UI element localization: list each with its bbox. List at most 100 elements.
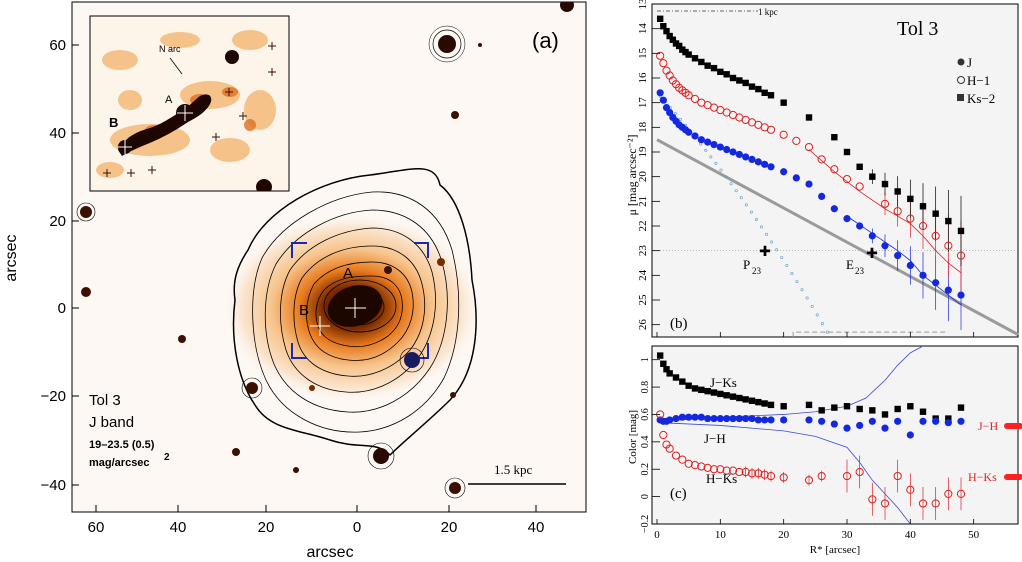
hks-point — [716, 465, 725, 474]
ks-point — [919, 203, 927, 210]
panel-b-ytick-label: 19 — [637, 146, 649, 158]
hks-point — [728, 466, 738, 475]
ks-point — [691, 55, 699, 62]
jks-point — [723, 392, 730, 399]
hks-point — [906, 485, 915, 494]
panel-b-scale-note: 1 kpc — [758, 7, 778, 17]
jh-point — [723, 414, 731, 423]
ks-point — [805, 114, 813, 121]
h-point — [779, 130, 788, 139]
svg-text:0: 0 — [353, 519, 361, 536]
hks-point — [747, 469, 757, 478]
info-range: 19–23.5 (0.5) — [89, 439, 155, 451]
psf-point — [770, 240, 774, 244]
panel-c-ytick-label: 0 — [640, 494, 651, 499]
jks-point — [957, 404, 965, 411]
h-point — [918, 221, 928, 231]
legend-ks: Ks−2 — [967, 91, 995, 106]
inset-a-label: A — [165, 94, 173, 106]
ks-point — [843, 148, 851, 156]
panel-c-ytick-label: 0.8 — [640, 381, 651, 394]
hks-point — [918, 499, 928, 508]
svg-text:40: 40 — [170, 519, 187, 536]
jh-point — [748, 414, 756, 423]
j-point — [780, 168, 788, 176]
ks-point — [907, 195, 914, 203]
jks-point — [717, 390, 724, 398]
info-unit: mag/arcsec — [89, 457, 150, 469]
h-point — [792, 136, 801, 145]
panel-b-ytick-label: 26 — [637, 319, 649, 331]
panel-a-xlabel: arcsec — [306, 544, 353, 561]
jh-point — [856, 421, 864, 430]
jh-point — [780, 416, 788, 424]
hks-point — [671, 451, 681, 460]
jks-point — [894, 405, 901, 413]
j-point — [656, 89, 664, 97]
hks-point — [893, 471, 902, 481]
ks-point — [767, 92, 775, 99]
jks-point — [780, 403, 787, 410]
panel-c: J−Ks J−H H−Ks J−H H−Ks (c) Color [mag] R… — [627, 345, 1022, 556]
panel-b-ytick-label: 21 — [637, 196, 649, 207]
j-point — [932, 279, 940, 287]
hks-point — [817, 471, 826, 481]
svg-text:20: 20 — [258, 519, 275, 536]
ks-point — [736, 77, 743, 84]
panel-b-ytick-label: 16 — [637, 72, 649, 84]
panel-c-xtick-label: 10 — [715, 529, 727, 541]
ks-point — [755, 85, 762, 93]
panel-b-plot — [652, 3, 1019, 337]
h-point — [817, 155, 826, 164]
jh-point — [666, 416, 674, 424]
panel-c-label: (c) — [670, 486, 687, 502]
hks-point — [842, 471, 852, 481]
psf-point — [805, 296, 809, 300]
legend-h: H−1 — [967, 73, 990, 88]
jh-point — [767, 416, 775, 424]
panel-c-ytick-label: 1 — [640, 357, 651, 362]
jks-point — [704, 387, 711, 395]
jks-point — [755, 398, 762, 406]
legend-j: J — [967, 55, 972, 70]
jh-point — [704, 414, 712, 423]
h-point — [690, 94, 700, 104]
inset-b-label: B — [109, 115, 118, 130]
h-point — [684, 91, 693, 100]
jh-point — [754, 416, 762, 424]
svg-text:0: 0 — [58, 300, 66, 317]
psf-point — [785, 263, 789, 267]
ks-point — [669, 36, 677, 43]
jh-point — [742, 414, 750, 423]
jks-point — [856, 405, 863, 413]
panel-b-ytick-label: 14 — [637, 23, 649, 34]
jh-point — [710, 414, 718, 423]
jks-point — [672, 374, 680, 381]
j-model-curve — [846, 215, 962, 306]
psf-point — [765, 232, 769, 236]
panel-c-xtick-label: 40 — [905, 529, 917, 541]
ks-point — [656, 15, 664, 22]
jks-point — [691, 385, 699, 392]
jks-point — [656, 352, 664, 359]
j-point — [881, 242, 889, 250]
psf-point — [790, 271, 794, 275]
panel-c-ytick-label: −0.2 — [640, 515, 651, 533]
jh-point — [932, 417, 940, 425]
color-model-lower — [660, 422, 911, 525]
svg-text:40: 40 — [49, 125, 66, 142]
psf-point — [775, 248, 779, 252]
j-point — [735, 150, 743, 159]
side-label-jh: J−H — [978, 419, 998, 433]
panel-b-ytick-label: 23 — [637, 245, 649, 257]
hks-point — [931, 499, 940, 508]
jh-point — [818, 417, 826, 425]
jks-point — [748, 397, 756, 404]
j-point — [792, 174, 800, 182]
ks-point — [957, 227, 965, 235]
hks-point — [956, 489, 966, 498]
ks-point — [748, 83, 756, 90]
panel-b-ytick-label: 18 — [637, 121, 649, 133]
h-point — [656, 51, 665, 60]
jks-point — [710, 389, 718, 396]
